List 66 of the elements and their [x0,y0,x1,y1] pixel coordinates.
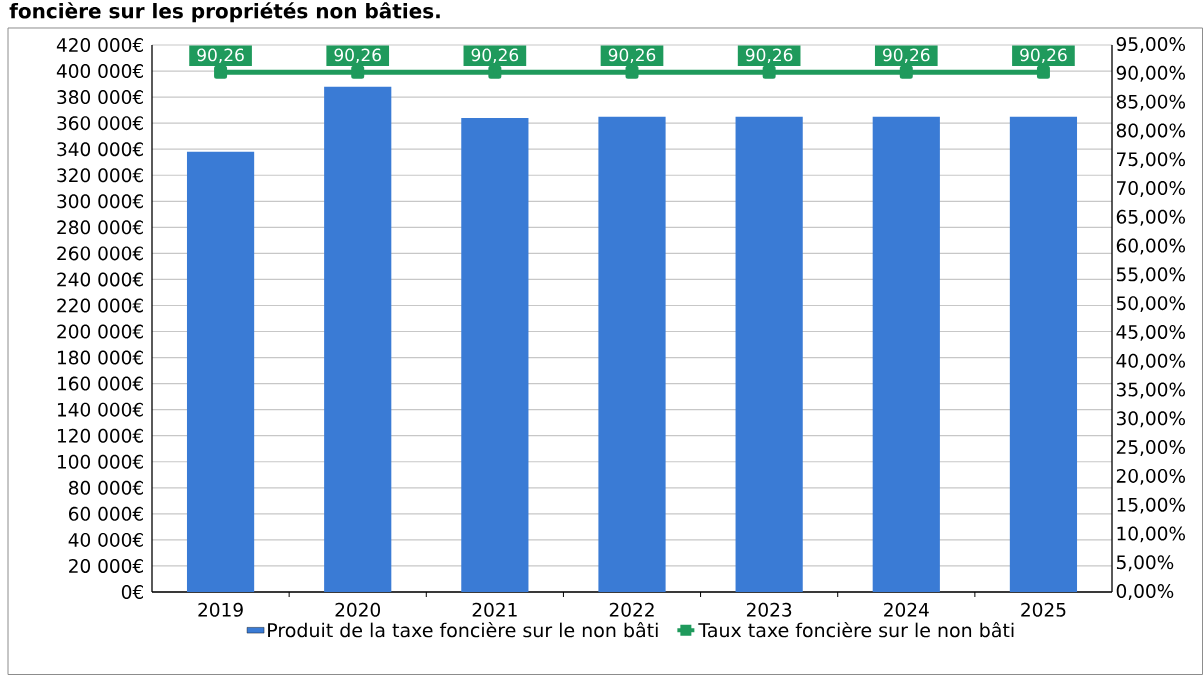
y-tick-label: 400 000€ [56,64,143,79]
y-tick-label: 260 000€ [57,246,143,261]
y-tick-label: 300 000€ [57,194,143,209]
y-tick-label: 180 000€ [57,350,143,365]
x-tick-label: 2021 [472,602,517,617]
y-tick-label: 380 000€ [57,90,143,105]
y2-tick-label: 10,00% [1117,526,1186,543]
y2-tick-label: 5,00% [1116,555,1174,572]
y-tick-label: 0€ [121,585,143,599]
x-tick-label: 2020 [335,602,381,617]
y2-tick-label: 40,00% [1116,353,1186,370]
y2-tick-label: 90,00% [1116,65,1186,82]
y-tick-label: 160 000€ [57,376,143,391]
bar [598,116,666,592]
data-label: 90,26 [745,48,793,64]
y-tick-label: 280 000€ [57,220,143,235]
x-tick-label: 2019 [198,602,243,617]
y-tick-label: 220 000€ [57,298,143,313]
y-tick-label: 80 000€ [68,480,143,495]
bar [735,116,803,592]
y2-tick-label: 85,00% [1116,94,1186,111]
data-label: 90,26 [608,48,656,64]
y2-tick-label: 20,00% [1116,468,1186,485]
y2-tick-label: 25,00% [1116,440,1186,456]
y-tick-label: 320 000€ [57,168,143,183]
chart-title: foncière sur les propriétés non bâties. [9,2,440,23]
y2-tick-label: 50,00% [1116,296,1186,313]
y-tick-label: 40 000€ [68,532,143,547]
y2-tick-label: 45,00% [1116,324,1186,341]
data-label: 90,26 [197,48,244,64]
bar [461,117,529,592]
y2-tick-label: 80,00% [1116,123,1186,140]
legend-label: Produit de la taxe foncière sur le non bâti [268,621,658,638]
y2-tick-label: 15,00% [1117,497,1186,514]
y2-tick-label: 35,00% [1116,382,1186,399]
y2-tick-label: 75,00% [1117,152,1186,169]
x-tick-label: 2025 [1021,602,1066,617]
x-tick-label: 2023 [746,602,792,617]
y2-tick-label: 55,00% [1116,267,1186,284]
y-tick-label: 120 000€ [57,428,143,443]
y-tick-label: 360 000€ [57,116,143,131]
y2-tick-label: 95,00% [1116,37,1186,53]
y-tick-label: 200 000€ [57,324,143,339]
y-tick-label: 240 000€ [57,272,143,287]
data-label: 90,26 [334,48,381,64]
y2-tick-label: 60,00% [1116,238,1186,255]
y-tick-label: 420 000€ [56,38,143,52]
y2-tick-label: 65,00% [1116,209,1186,226]
bar [872,116,940,592]
data-label: 90,26 [883,48,930,64]
data-label: 90,26 [471,48,519,64]
y-tick-label: 60 000€ [69,506,143,521]
bar [186,151,255,592]
y2-tick-label: 30,00% [1116,411,1186,428]
y2-tick-label: 0,00% [1116,584,1174,600]
bar [1009,116,1078,592]
y-tick-label: 340 000€ [57,142,143,157]
legend-label: Taux taxe foncière sur le non bâti [698,621,1014,638]
bar [324,86,392,592]
y-tick-label: 100 000€ [57,454,143,469]
y-tick-label: 140 000€ [57,402,143,417]
y2-tick-label: 70,00% [1117,181,1186,197]
y-tick-label: 20 000€ [69,558,143,573]
x-tick-label: 2022 [609,602,654,617]
data-label: 90,26 [1020,48,1067,64]
x-tick-label: 2024 [884,602,929,617]
